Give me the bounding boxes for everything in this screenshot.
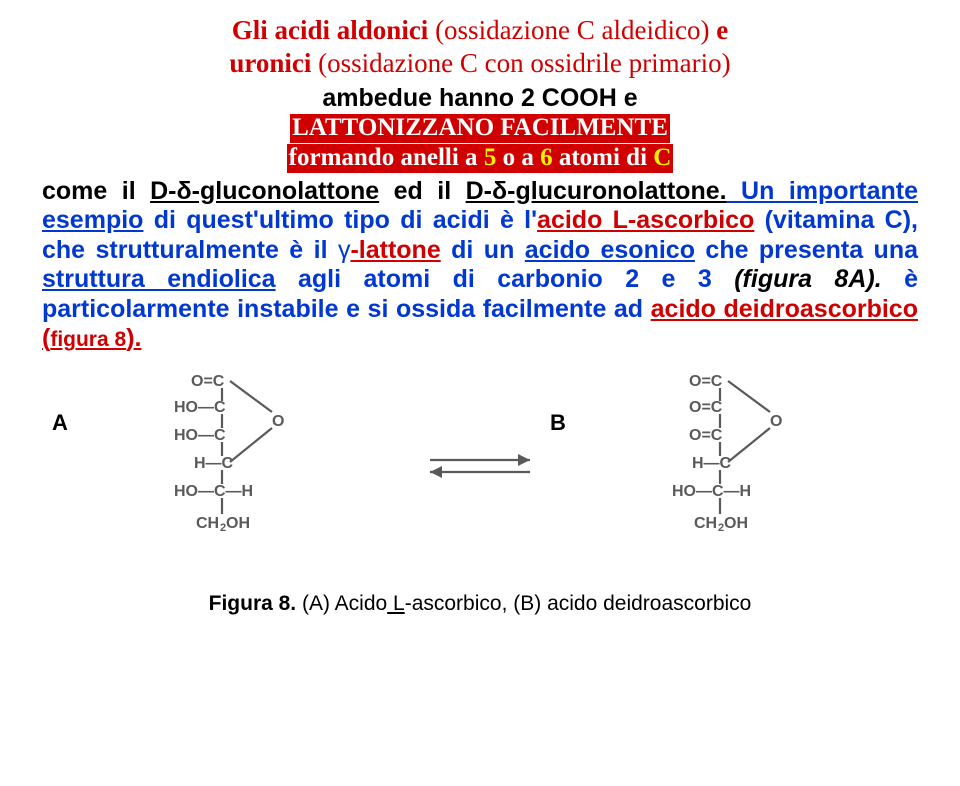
svg-text:HO—C: HO—C [174, 399, 226, 416]
svg-text:O: O [272, 413, 284, 430]
title-strong-1: Gli acidi aldonici [232, 15, 429, 45]
subtitle: ambedue hanno 2 COOH e LATTONIZZANO FACI… [42, 84, 918, 173]
svg-text:O: O [770, 413, 782, 430]
svg-text:H—C: H—C [692, 455, 732, 472]
equilibrium-arrows-icon [420, 368, 540, 578]
figure-label-b: B [550, 410, 566, 436]
figure-label-a: A [52, 410, 68, 436]
svg-text:O=C: O=C [689, 427, 723, 444]
svg-text:O=C: O=C [689, 399, 723, 416]
svg-text:OH: OH [226, 515, 250, 532]
svg-text:HO—C—H: HO—C—H [174, 483, 253, 500]
svg-text:OH: OH [724, 515, 748, 532]
svg-text:H—C: H—C [194, 455, 234, 472]
figure-caption: Figura 8. (A) Acido L-ascorbico, (B) aci… [42, 592, 918, 616]
svg-text:CH: CH [694, 515, 717, 532]
svg-text:CH: CH [196, 515, 219, 532]
svg-text:O=C: O=C [689, 373, 723, 390]
subtitle-highlight-2: formando anelli a 5 o a 6 atomi di C [287, 144, 674, 173]
svg-text:HO—C—H: HO—C—H [672, 483, 751, 500]
subtitle-highlight-1: LATTONIZZANO FACILMENTE [290, 114, 670, 143]
body-paragraph: come il D-δ-gluconolattone ed il D-δ-glu… [42, 177, 918, 354]
title-tail-1: e [716, 15, 728, 45]
svg-text:O=C: O=C [191, 373, 225, 390]
title-reg-2: (ossidazione C con ossidrile primario) [311, 48, 730, 78]
title-reg-1: (ossidazione C aldeidico) [428, 15, 716, 45]
structure-b: O=C O=C O=C H—C HO—C—H CH 2 OH O [564, 368, 894, 578]
title-strong-2: uronici [229, 48, 311, 78]
figure-row: A O=C HO—C HO—C H—C HO—C—H CH 2 OH O [42, 368, 918, 578]
structure-a: O=C HO—C HO—C H—C HO—C—H CH 2 OH O [66, 368, 396, 578]
svg-text:HO—C: HO—C [174, 427, 226, 444]
title: Gli acidi aldonici (ossidazione C aldeid… [42, 14, 918, 80]
subtitle-line1: ambedue hanno 2 COOH e [322, 84, 637, 112]
